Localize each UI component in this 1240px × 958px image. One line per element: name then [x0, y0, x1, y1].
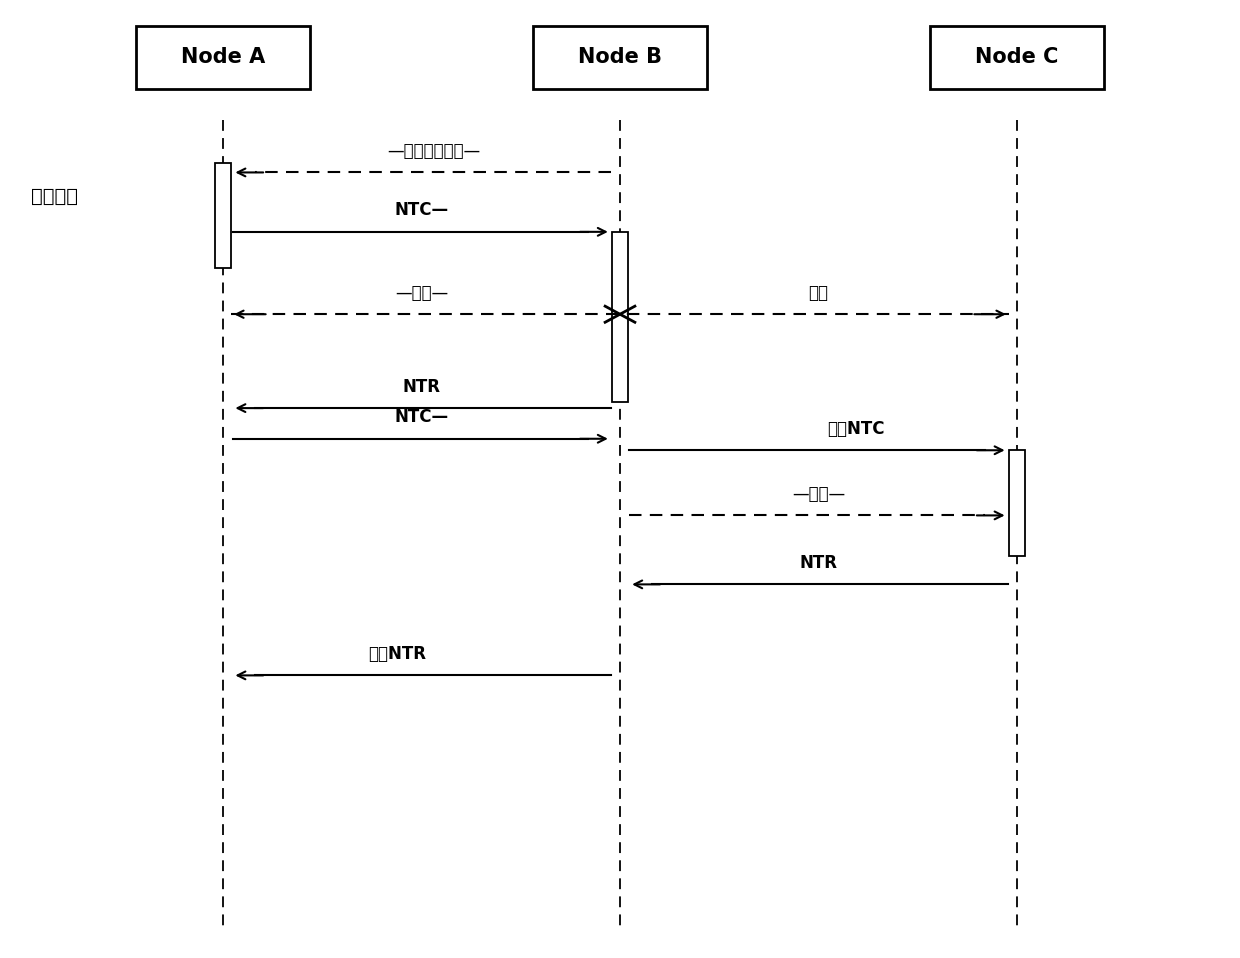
Text: Node A: Node A — [181, 48, 265, 67]
Text: 转发NTC: 转发NTC — [827, 420, 884, 438]
Text: 邻居发现: 邻居发现 — [31, 187, 78, 206]
Text: —响应—: —响应— — [792, 485, 844, 503]
Text: NTR: NTR — [403, 377, 440, 396]
Text: NTC—: NTC— — [394, 201, 449, 219]
Text: NTC—: NTC— — [394, 408, 449, 426]
Bar — [136, 27, 310, 89]
Bar — [611, 232, 627, 402]
Text: NTR: NTR — [800, 554, 837, 572]
Text: Node C: Node C — [975, 48, 1059, 67]
Bar — [1009, 450, 1025, 556]
Text: —响应拓扑发现—: —响应拓扑发现— — [387, 142, 481, 160]
Bar — [533, 27, 707, 89]
Text: —响应—: —响应— — [396, 284, 448, 302]
Text: 转发NTR: 转发NTR — [368, 645, 425, 663]
Bar — [930, 27, 1104, 89]
Text: 响应: 响应 — [808, 284, 828, 302]
Bar — [216, 163, 231, 268]
Text: Node B: Node B — [578, 48, 662, 67]
